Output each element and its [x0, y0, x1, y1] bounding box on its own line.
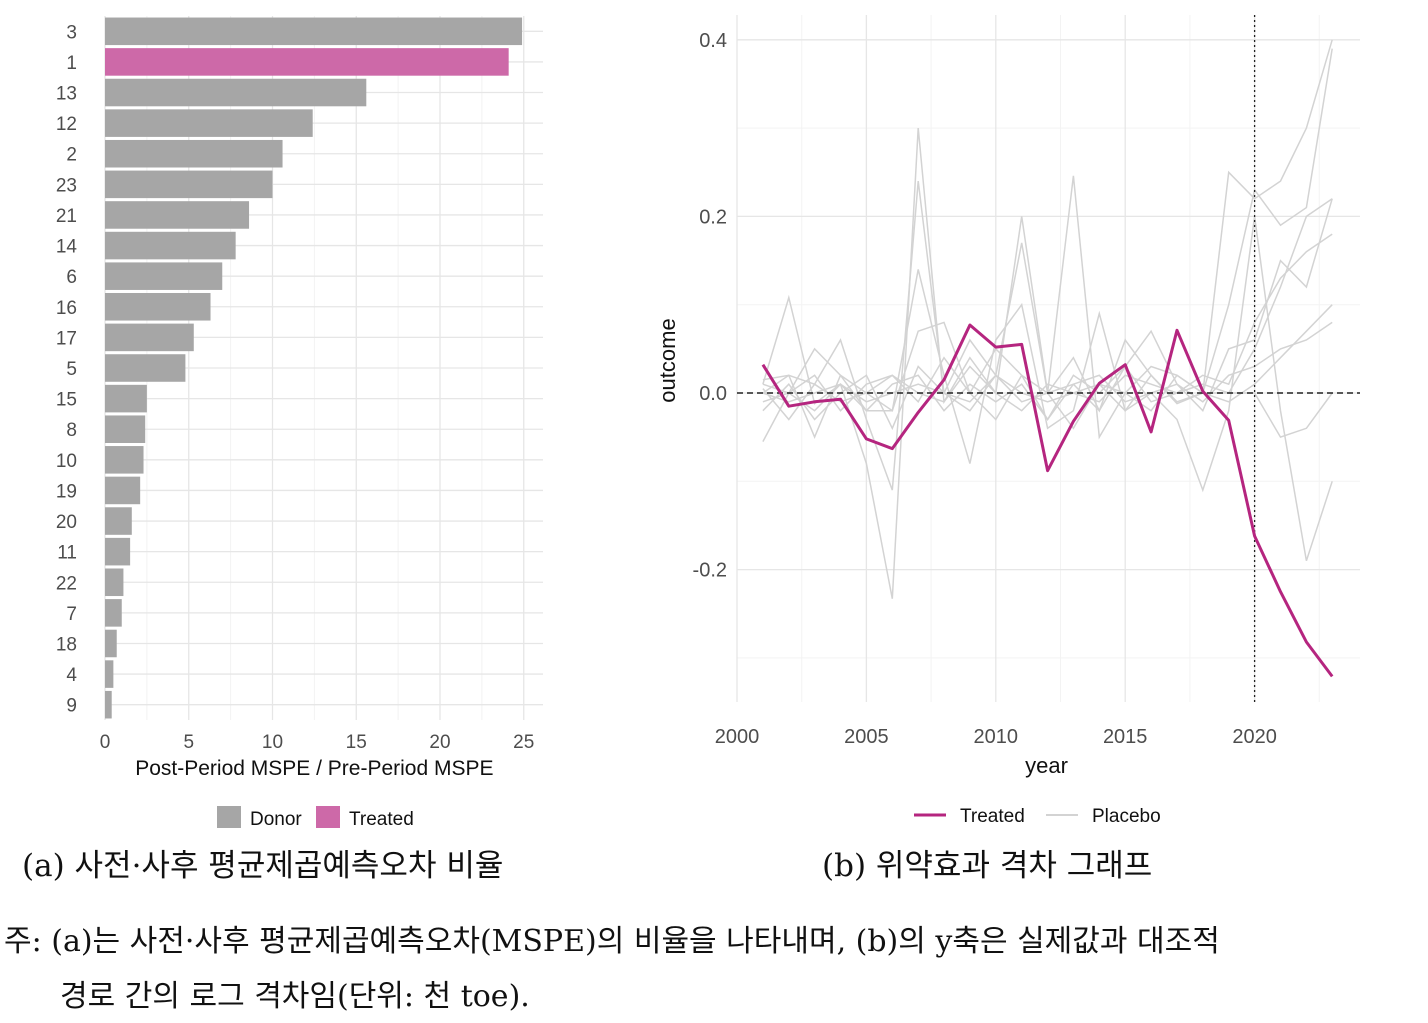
x-tick-label: 2020: [1232, 726, 1277, 748]
y-tick-label: 12: [56, 114, 77, 135]
bar: [105, 415, 146, 443]
y-tick-label: 2: [66, 145, 77, 166]
y-tick-label: 21: [56, 206, 77, 227]
bar: [105, 507, 132, 535]
x-tick-label: 5: [183, 732, 194, 753]
treated-line: [761, 323, 1334, 678]
legend-label-placebo: Placebo: [1092, 806, 1161, 827]
y-tick-label: 22: [56, 573, 77, 594]
legend-swatch-treated: [316, 806, 340, 828]
y-tick-label: 20: [56, 512, 77, 533]
bar: [105, 660, 114, 688]
bar: [105, 293, 211, 321]
x-tick-label: 20: [429, 732, 450, 753]
x-tick-label: 2005: [844, 726, 889, 748]
bar: [105, 568, 124, 597]
x-axis-title: Post-Period MSPE / Pre-Period MSPE: [135, 757, 493, 780]
placebo-line: [762, 39, 1333, 599]
y-tick-label: 18: [56, 634, 77, 655]
mspe-ratio-bar-chart: 3 1 13 12 2 23 21 14 6 16 17 5 15 8 10 19 20 11 22 7 18 4 9 0 5 1…: [56, 16, 543, 830]
y-tick-label: 4: [66, 665, 77, 686]
y-tick-label: 1: [66, 53, 77, 74]
x-tick-label: 25: [513, 732, 534, 753]
note-line-1: 주: (a)는 사전·사후 평균제곱예측오차(MSPE)의 비율을 나타내며, …: [4, 924, 1220, 959]
bar: [105, 262, 223, 290]
y-tick-label: 19: [56, 481, 77, 502]
y-tick-label: 13: [56, 84, 77, 105]
placebo-line: [762, 321, 1333, 421]
y-tick-label: 7: [66, 604, 77, 625]
y-tick-label: 6: [66, 267, 77, 288]
bar: [105, 78, 367, 107]
y-tick-label: 11: [57, 543, 77, 564]
y-axis-title: outcome: [655, 318, 680, 402]
y-tick-label: 8: [66, 420, 77, 441]
x-tick-label: 2010: [974, 726, 1019, 748]
y-tick-label: -0.2: [693, 560, 727, 582]
bar: [105, 384, 147, 413]
legend-swatch-donor: [217, 806, 241, 828]
bar: [105, 323, 194, 352]
bar: [105, 476, 141, 505]
caption-b: (b) 위약효과 격차 그래프: [822, 848, 1153, 884]
legend-label-treated: Treated: [960, 806, 1025, 827]
bar: [105, 231, 236, 260]
y-tick-label: 23: [56, 175, 77, 196]
bar: [105, 629, 117, 658]
bar: [105, 48, 509, 76]
x-tick-label: 2015: [1103, 726, 1148, 748]
bar: [105, 537, 131, 566]
y-tick-label: 9: [66, 696, 77, 717]
y-tick-label: 0.4: [699, 30, 727, 52]
x-tick-label: 15: [346, 732, 367, 753]
y-tick-label: 5: [66, 359, 77, 380]
x-tick-label: 2000: [715, 726, 760, 748]
bar: [105, 109, 313, 137]
y-tick-label: 3: [66, 22, 77, 43]
bar: [105, 201, 250, 229]
y-tick-label: 14: [56, 237, 78, 258]
bar: [105, 170, 273, 199]
bar: [105, 139, 283, 168]
bar: [105, 17, 523, 46]
bar: [105, 690, 112, 719]
y-tick-label: 17: [56, 328, 77, 349]
note-line-2: 경로 간의 로그 격차임(단위: 천 toe).: [60, 979, 530, 1014]
figure-canvas: 3 1 13 12 2 23 21 14 6 16 17 5 15 8 10 19 20 11 22 7 18 4 9 0 5 1…: [56, 15, 1360, 830]
placebo-line: [762, 233, 1333, 412]
y-tick-label: 0.2: [699, 206, 727, 228]
placebo-gap-line-chart: -0.2 0.0 0.2 0.4 2000 2005 2010 2015 2020 year out…: [655, 15, 1360, 827]
bar: [105, 354, 186, 382]
legend-label-treated: Treated: [349, 809, 414, 830]
y-tick-label: 15: [56, 390, 77, 411]
caption-a: (a) 사전·사후 평균제곱예측오차 비율: [22, 848, 504, 884]
legend-label-donor: Donor: [250, 809, 302, 830]
bar: [105, 446, 144, 474]
x-tick-label: 10: [262, 732, 283, 753]
y-tick-label: 16: [56, 298, 77, 319]
x-axis-title: year: [1025, 753, 1068, 778]
bar: [105, 599, 122, 627]
y-tick-label: 10: [56, 451, 77, 472]
x-tick-label: 0: [100, 732, 111, 753]
y-tick-label: 0.0: [699, 383, 727, 405]
